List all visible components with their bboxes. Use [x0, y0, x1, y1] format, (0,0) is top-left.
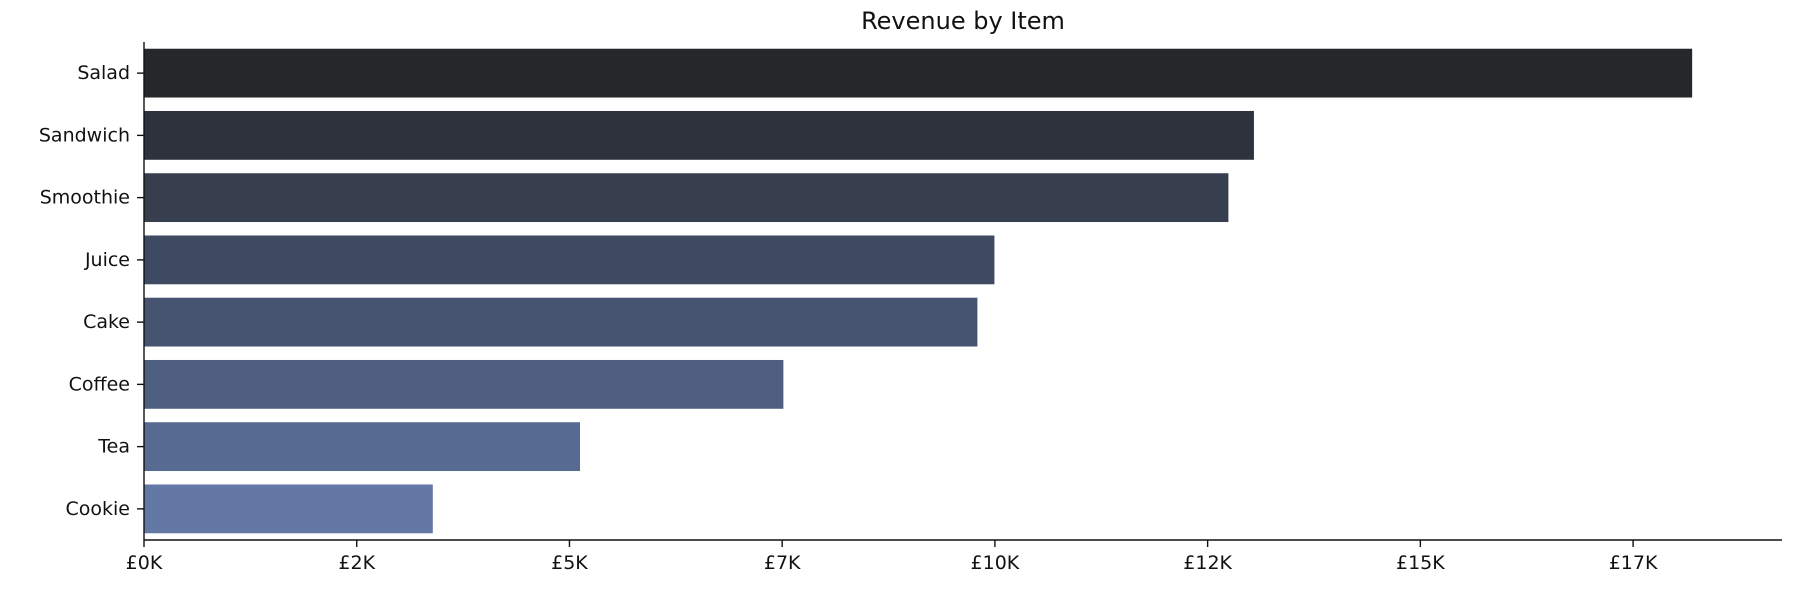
x-tick-label: £7K [764, 552, 801, 574]
y-tick-label-salad: Salad [77, 62, 130, 84]
bar-coffee [143, 358, 785, 410]
x-tick-label: £10K [971, 552, 1020, 574]
y-tick-label-tea: Tea [97, 436, 130, 458]
x-tick-label: £2K [338, 552, 375, 574]
bar-tea [143, 421, 582, 473]
bar-cookie [143, 483, 434, 535]
axes-group [143, 42, 1782, 541]
bar-cake [143, 296, 979, 348]
x-tick-label: £5K [551, 552, 588, 574]
y-tick-label-smoothie: Smoothie [40, 187, 130, 209]
bar-smoothie [143, 172, 1230, 224]
bar-salad [143, 47, 1694, 99]
bar-sandwich [143, 109, 1255, 161]
bar-juice [143, 234, 996, 286]
x-tick-label: £0K [126, 552, 163, 574]
y-tick-label-cake: Cake [83, 311, 130, 333]
y-tick-label-sandwich: Sandwich [39, 124, 130, 146]
bars-group [143, 47, 1694, 535]
chart-title: Revenue by Item [861, 7, 1065, 35]
y-tick-label-cookie: Cookie [66, 498, 131, 520]
y-axis-ticks: Salad Sandwich Smoothie Juice Cake Coffee Tea C… [39, 62, 144, 520]
x-tick-label: £12K [1183, 552, 1232, 574]
x-tick-label: £17K [1609, 552, 1658, 574]
y-tick-label-juice: Juice [84, 249, 130, 271]
x-axis-ticks: £0K £2K £5K £7K £10K £12K £15K £17K [126, 540, 1658, 574]
y-tick-label-coffee: Coffee [69, 373, 130, 395]
x-tick-label: £15K [1396, 552, 1445, 574]
